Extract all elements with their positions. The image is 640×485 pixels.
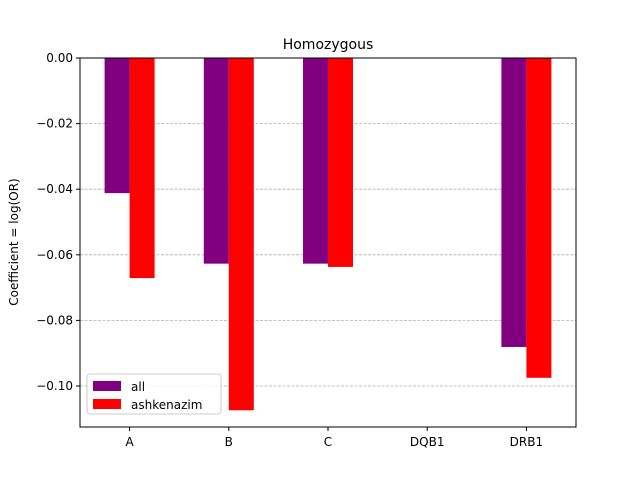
x-tick-label: C: [324, 435, 332, 449]
y-tick-label: 0.00: [46, 51, 73, 65]
x-tick-label: A: [125, 435, 134, 449]
bar-all: [104, 58, 130, 194]
bar-ashkenazim: [328, 58, 353, 267]
legend: all ashkenazim: [86, 373, 222, 415]
legend-swatch-all: [93, 381, 121, 391]
legend-label-ashkenazim: ashkenazim: [131, 398, 202, 412]
bars: [104, 58, 552, 411]
legend-label-all: all: [131, 380, 145, 394]
y-axis-label: Coefficient = log(OR): [7, 178, 21, 305]
y-tick-label: −0.10: [36, 379, 73, 393]
y-tick-label: −0.08: [36, 313, 73, 327]
x-axis-ticks: A B C DQB1 DRB1: [125, 427, 543, 449]
y-tick-label: −0.06: [36, 248, 73, 262]
chart-title: Homozygous: [283, 37, 374, 53]
bar-ashkenazim: [129, 58, 155, 279]
x-tick-label: DQB1: [410, 435, 445, 449]
bar-ashkenazim: [526, 58, 552, 378]
x-tick-label: B: [225, 435, 233, 449]
y-tick-label: −0.02: [36, 117, 73, 131]
bar-all: [303, 58, 328, 264]
bar-ashkenazim: [228, 58, 254, 411]
y-axis-ticks: 0.00 −0.02 −0.04 −0.06 −0.08 −0.10: [36, 51, 80, 393]
y-tick-label: −0.04: [36, 182, 73, 196]
bar-all: [203, 58, 229, 264]
x-tick-label: DRB1: [510, 435, 543, 449]
bar-all: [501, 58, 527, 347]
legend-swatch-ashkenazim: [93, 399, 121, 409]
